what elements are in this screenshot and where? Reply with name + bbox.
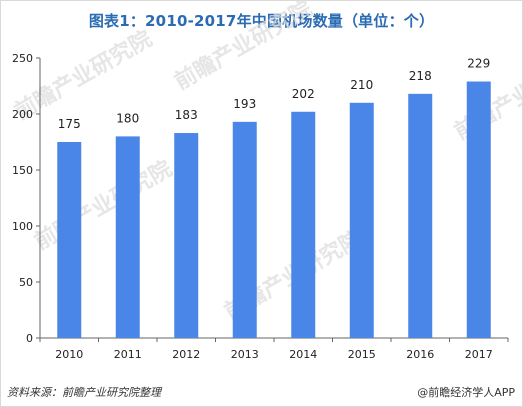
bar-2013: [232, 121, 257, 338]
y-tick-label: 50: [19, 276, 33, 289]
bar-2014: [291, 111, 316, 338]
source-note: 资料来源：前瞻产业研究院整理: [7, 386, 161, 399]
bar-2010: [57, 142, 82, 338]
bar-2012: [174, 133, 199, 338]
bar-2017: [466, 81, 491, 339]
watermark-group: 前瞻产业研究院前瞻产业研究院前瞻产业研究院前瞻产业研究院前瞻产业研究院: [10, 0, 523, 325]
brand-note: @前瞻经济学人APP: [417, 386, 515, 399]
data-label-2016: 218: [409, 69, 432, 83]
y-tick-label: 150: [12, 164, 33, 177]
y-tick-label: 0: [26, 332, 33, 345]
data-label-2012: 183: [175, 108, 198, 122]
data-label-2013: 193: [233, 97, 256, 111]
x-tick-label: 2014: [289, 348, 317, 361]
bar-2016: [408, 93, 433, 338]
y-tick-label: 100: [12, 220, 33, 233]
data-label-2015: 210: [350, 78, 373, 92]
bars-group: [57, 81, 491, 339]
data-label-2010: 175: [58, 117, 81, 131]
data-label-2014: 202: [292, 87, 315, 101]
x-tick-label: 2012: [172, 348, 200, 361]
x-tick-label: 2015: [348, 348, 376, 361]
x-tick-label: 2010: [55, 348, 83, 361]
y-tick-label: 200: [12, 108, 33, 121]
chart-title: 图表1：2010-2017年中国机场数量（单位：个）: [88, 12, 435, 30]
data-label-2011: 180: [116, 111, 139, 125]
y-tick-label: 250: [12, 52, 33, 65]
watermark-text: 前瞻产业研究院: [170, 0, 316, 95]
data-label-2017: 229: [467, 57, 490, 71]
data-labels-group: 175 180 183 193 202 210 218 229: [58, 57, 490, 131]
x-tick-label: 2017: [465, 348, 493, 361]
bar-2011: [115, 136, 140, 338]
x-tick-label: 2013: [231, 348, 259, 361]
x-tick-label: 2016: [406, 348, 434, 361]
watermark-text: 前瞻产业研究院: [30, 156, 176, 256]
x-tick-label: 2011: [114, 348, 142, 361]
bar-2015: [349, 102, 374, 338]
